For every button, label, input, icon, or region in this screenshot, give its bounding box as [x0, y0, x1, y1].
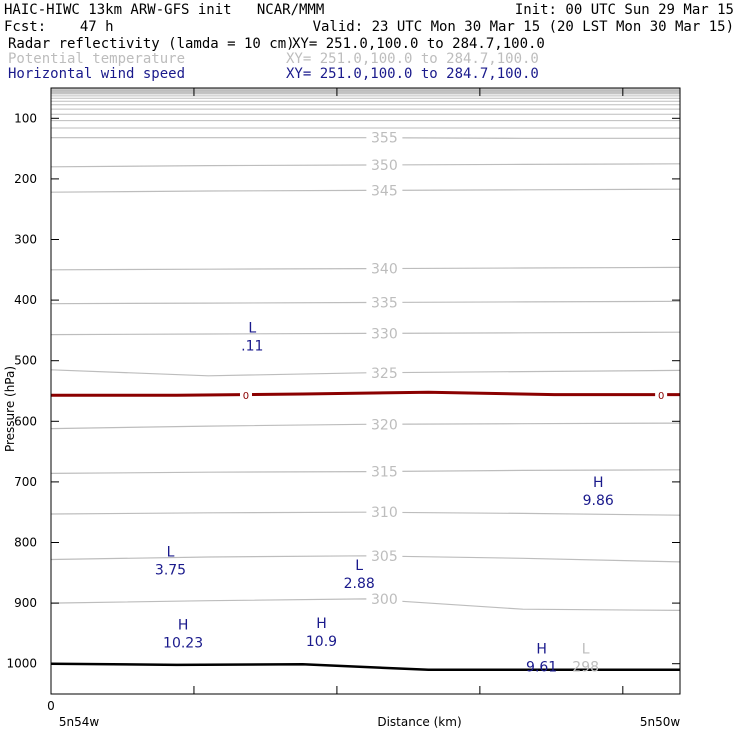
x-left-endpoint-label: 5n54w — [59, 715, 100, 729]
theta-upper-band — [51, 88, 680, 94]
theta-label-bg — [366, 293, 403, 310]
y-axis-label: Pressure (hPa) — [3, 366, 17, 452]
reflectivity-zero-label: 0 — [658, 391, 664, 402]
wind-extremum-value: 10.9 — [306, 634, 337, 650]
theta-contour-label: 335 — [371, 296, 398, 312]
theta-label-bg — [366, 503, 403, 520]
reflectivity-zero-label: 0 — [243, 391, 249, 402]
theta-contour — [50, 163, 681, 168]
y-tick-label: 800 — [14, 536, 37, 550]
init-time: Init: 00 UTC Sun 29 Mar 15 — [514, 2, 734, 18]
x-axis-label: Distance (km) — [377, 715, 461, 729]
theta-label-bg — [366, 546, 403, 563]
theta-extremum-value: 298 — [572, 660, 599, 676]
theta-contour — [50, 188, 681, 193]
theta-contour — [50, 369, 681, 377]
wind-extremum-value: 9.61 — [526, 660, 557, 676]
theta-contour — [50, 331, 681, 336]
field-reflectivity-name: Radar reflectivity (lamda = 10 cm) — [8, 36, 295, 52]
theta-contour — [50, 266, 681, 271]
theta-contour — [50, 598, 681, 611]
theta-label-bg — [366, 259, 403, 276]
theta-label-bg — [366, 589, 403, 606]
wind-extremum-value: .11 — [241, 339, 263, 355]
field-theta-name: Potential temperature — [8, 51, 186, 67]
reflectivity-label-bg — [655, 389, 668, 402]
y-tick-label: 1000 — [6, 657, 37, 671]
y-tick-label: 100 — [14, 111, 37, 125]
wind-extremum-value: 2.88 — [344, 576, 375, 592]
field-wind-xy: XY= 251.0,100.0 to 284.7,100.0 — [286, 66, 539, 82]
wind-extremum-type: L — [248, 321, 256, 337]
theta-contour-label: 300 — [371, 592, 398, 608]
wind-extremum-type: H — [536, 642, 547, 658]
theta-label-bg — [366, 128, 403, 145]
reflectivity-label-bg — [239, 389, 252, 402]
y-tick-label: 400 — [14, 293, 37, 307]
theta-contour — [50, 469, 681, 474]
wind-extremum-value: 10.23 — [163, 635, 203, 651]
theta-contour-label: 345 — [371, 183, 398, 199]
theta-label-bg — [366, 324, 403, 341]
theta-label-bg — [366, 181, 403, 198]
theta-contour-label: 315 — [371, 465, 398, 481]
field-wind-name: Horizontal wind speed — [8, 66, 186, 82]
forecast-hour: Fcst: 47 h — [4, 19, 114, 35]
x-right-endpoint-label: 5n50w — [640, 715, 681, 729]
terrain-surface-line — [50, 662, 680, 672]
plot-frame — [50, 87, 681, 695]
theta-contour-label: 350 — [371, 158, 398, 174]
wind-extremum-type: H — [593, 475, 604, 491]
field-reflectivity-xy: XY= 251.0,100.0 to 284.7,100.0 — [292, 36, 545, 52]
model-title: HAIC-HIWC 13km ARW-GFS init NCAR/MMM — [4, 2, 325, 18]
theta-contour-label: 340 — [371, 262, 398, 278]
y-tick-label: 900 — [14, 596, 37, 610]
theta-contour — [50, 511, 681, 516]
wind-extremum-type: H — [316, 616, 327, 632]
y-tick-label: 600 — [14, 414, 37, 428]
valid-time: Valid: 23 UTC Mon 30 Mar 15 (20 LST Mon … — [312, 19, 734, 35]
theta-label-bg — [366, 155, 403, 172]
theta-label-bg — [366, 462, 403, 479]
field-theta-xy: XY= 251.0,100.0 to 284.7,100.0 — [286, 51, 539, 67]
theta-contour — [50, 300, 681, 305]
wind-extremum-type: L — [167, 545, 175, 561]
theta-contour-label: 320 — [371, 417, 398, 433]
theta-contour-label: 310 — [371, 505, 398, 521]
theta-contour — [51, 137, 680, 139]
theta-contour — [50, 555, 681, 563]
x-origin-label: 0 — [47, 699, 55, 713]
y-tick-label: 500 — [14, 354, 37, 368]
wind-extremum-type: H — [178, 617, 189, 633]
theta-contour-label: 325 — [371, 366, 398, 382]
theta-contour-label: 355 — [371, 131, 398, 147]
y-tick-label: 300 — [14, 233, 37, 247]
theta-contour-label: 330 — [371, 326, 398, 342]
theta-label-bg — [366, 415, 403, 432]
wind-extremum-value: 3.75 — [155, 563, 186, 579]
y-tick-label: 700 — [14, 475, 37, 489]
wind-extremum-value: 9.86 — [583, 493, 614, 509]
theta-label-bg — [366, 363, 403, 380]
wind-extremum-type: L — [355, 558, 363, 574]
theta-contour — [50, 422, 681, 430]
theta-contour-label: 305 — [371, 549, 398, 565]
reflectivity-zero-contour — [51, 390, 680, 397]
y-tick-label: 200 — [14, 172, 37, 186]
theta-extremum-type: L — [582, 642, 590, 658]
